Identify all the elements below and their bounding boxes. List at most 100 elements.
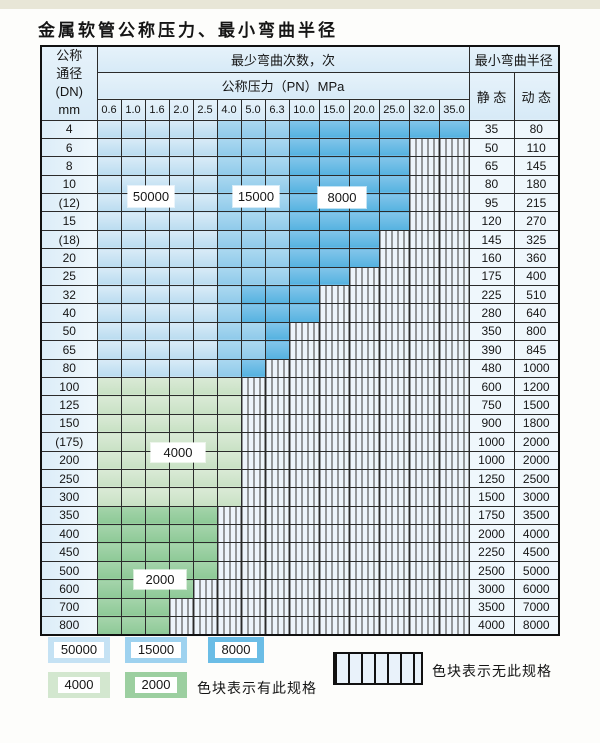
spec-cell-8000: [438, 119, 470, 139]
static-cell: 50: [468, 137, 515, 158]
spec-cell-2000: [96, 505, 122, 526]
pressure-tick: 5.0: [240, 98, 266, 121]
no-spec-cell: [348, 597, 380, 618]
no-spec-cell: [288, 505, 320, 526]
dn-header-line: 公称: [56, 48, 83, 64]
spec-cell-2000: [192, 524, 218, 544]
dn-header-line: mm: [58, 102, 81, 118]
spec-cell-4000: [96, 395, 122, 415]
spec-cell-50000: [144, 248, 170, 268]
spec-cell-8000: [318, 248, 350, 268]
static-cell: 350: [468, 321, 515, 342]
dn-cell: 400: [40, 524, 98, 544]
no-spec-cell: [264, 560, 290, 581]
no-spec-cell: [318, 487, 350, 507]
table-body: 4 35 80 6 50 110 8 65 145 10 80 180 (12) 95 215 15 120 27…: [40, 119, 560, 636]
no-spec-cell: [240, 432, 266, 452]
spec-cell-50000: [168, 340, 194, 360]
bend-times-header: 最少弯曲次数，次: [96, 45, 470, 73]
dn-cell: 700: [40, 597, 98, 618]
dynamic-cell: 2000: [513, 432, 560, 452]
no-spec-cell: [348, 358, 380, 378]
static-cell: 1750: [468, 505, 515, 526]
zone-label-8000: 8000: [318, 187, 366, 208]
spec-cell-50000: [144, 340, 170, 360]
spec-cell-15000: [264, 211, 290, 231]
dynamic-cell: 800: [513, 321, 560, 342]
spec-cell-15000: [240, 340, 266, 360]
no-spec-cell: [408, 432, 440, 452]
dn-cell: 20: [40, 248, 98, 268]
no-spec-cell: [288, 560, 320, 581]
spec-cell-8000: [378, 193, 410, 213]
no-spec-cell: [438, 468, 470, 489]
no-spec-cell: [318, 321, 350, 342]
table-row: 400 2000 4000: [40, 524, 560, 544]
spec-cell-50000: [192, 174, 218, 195]
no-spec-cell: [318, 303, 350, 323]
no-spec-cell: [348, 376, 380, 397]
static-cell: 2250: [468, 542, 515, 562]
static-header: 静 态: [468, 71, 515, 121]
no-spec-cell: [216, 505, 242, 526]
spec-cell-8000: [318, 119, 350, 139]
static-cell: 95: [468, 193, 515, 213]
no-spec-cell: [438, 285, 470, 305]
spec-cell-2000: [144, 597, 170, 618]
spec-cell-50000: [144, 156, 170, 176]
dynamic-cell: 6000: [513, 579, 560, 599]
spec-cell-8000: [264, 340, 290, 360]
static-cell: 160: [468, 248, 515, 268]
no-spec-cell: [438, 487, 470, 507]
no-spec-cell: [264, 413, 290, 434]
legend-hatch-block: [333, 652, 423, 685]
static-cell: 225: [468, 285, 515, 305]
no-spec-cell: [378, 579, 410, 599]
spec-cell-50000: [120, 137, 146, 158]
spec-cell-50000: [192, 211, 218, 231]
static-cell: 2000: [468, 524, 515, 544]
dynamic-cell: 3000: [513, 487, 560, 507]
spec-cell-15000: [216, 358, 242, 378]
no-spec-cell: [438, 376, 470, 397]
spec-cell-50000: [96, 248, 122, 268]
dn-cell: 100: [40, 376, 98, 397]
static-cell: 280: [468, 303, 515, 323]
dn-cell: 800: [40, 616, 98, 636]
spec-cell-8000: [318, 229, 350, 250]
no-spec-cell: [348, 266, 380, 287]
no-spec-cell: [348, 616, 380, 636]
spec-cell-50000: [144, 211, 170, 231]
static-cell: 2500: [468, 560, 515, 581]
spec-cell-8000: [288, 174, 320, 195]
spec-cell-4000: [216, 450, 242, 470]
no-spec-cell: [348, 487, 380, 507]
no-spec-cell: [378, 432, 410, 452]
spec-cell-50000: [120, 156, 146, 176]
pressure-tick: 0.6: [96, 98, 122, 121]
no-spec-cell: [318, 579, 350, 599]
spec-cell-2000: [144, 542, 170, 562]
no-spec-cell: [378, 560, 410, 581]
dn-cell: 150: [40, 413, 98, 434]
pressure-tick: 1.6: [144, 98, 170, 121]
no-spec-cell: [378, 597, 410, 618]
spec-cell-8000: [348, 229, 380, 250]
no-spec-cell: [240, 450, 266, 470]
dn-cell: 500: [40, 560, 98, 581]
spec-cell-50000: [144, 303, 170, 323]
static-cell: 65: [468, 156, 515, 176]
no-spec-cell: [438, 542, 470, 562]
legend-no-spec-text: 色块表示无此规格: [432, 663, 552, 679]
no-spec-cell: [216, 560, 242, 581]
no-spec-cell: [438, 211, 470, 231]
no-spec-cell: [348, 542, 380, 562]
no-spec-cell: [264, 450, 290, 470]
dn-cell: 6: [40, 137, 98, 158]
no-spec-cell: [378, 285, 410, 305]
no-spec-cell: [438, 560, 470, 581]
spec-cell-50000: [192, 193, 218, 213]
dn-header-cell: 公称 通径 (DN) mm: [40, 45, 98, 121]
spec-cell-50000: [96, 303, 122, 323]
spec-cell-50000: [192, 156, 218, 176]
